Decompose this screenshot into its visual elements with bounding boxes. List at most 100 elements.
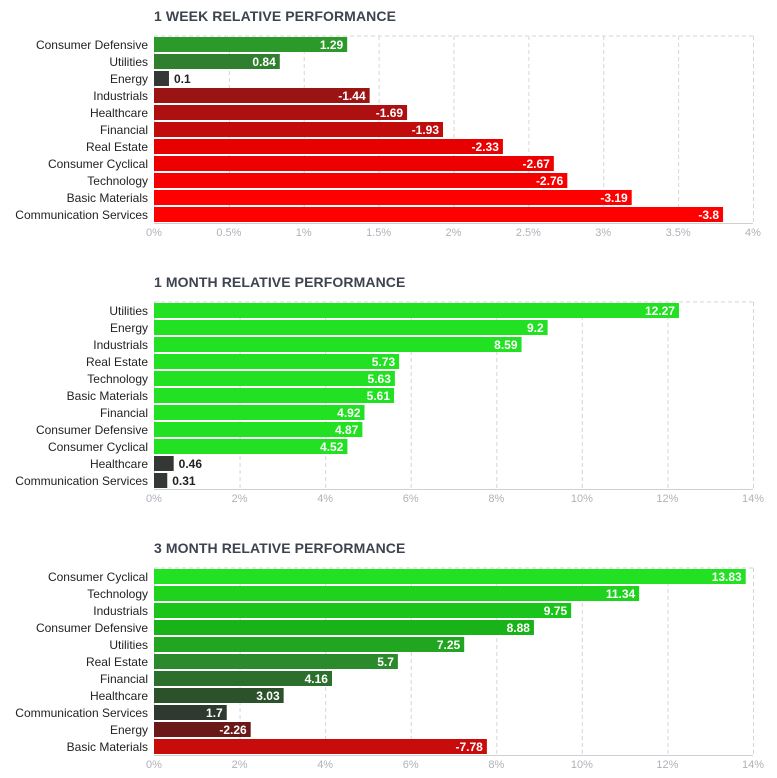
- bar: [154, 337, 522, 352]
- bar-chart: 0% 0.5% 1% 1.5% 2% 2.5% 3% 3.5% 4% Consumer Defen…: [15, 35, 761, 239]
- category-label: Communication Services: [15, 706, 148, 720]
- category-label: Healthcare: [90, 689, 148, 703]
- x-tick-label: 12%: [656, 759, 678, 771]
- bar: [154, 620, 534, 635]
- chart-title: 1 MONTH RELATIVE PERFORMANCE: [154, 274, 406, 290]
- category-label: Industrials: [93, 604, 148, 618]
- data-label: 8.88: [507, 621, 531, 635]
- data-label: 8.59: [494, 338, 518, 352]
- category-label: Utilities: [109, 638, 148, 652]
- bar: [154, 122, 444, 137]
- bar: [154, 705, 227, 720]
- category-label: Utilities: [109, 304, 148, 318]
- x-tick-label: 0%: [146, 759, 162, 771]
- category-label: Consumer Cyclical: [48, 157, 148, 171]
- x-tick-label: 0%: [146, 493, 162, 505]
- category-label: Basic Materials: [67, 191, 148, 205]
- data-label: 0.1: [174, 72, 191, 86]
- bar: [154, 688, 284, 703]
- data-label: 5.61: [367, 389, 391, 403]
- x-tick-label: 8%: [488, 759, 504, 771]
- bar: [154, 54, 280, 69]
- data-label: -2.33: [472, 140, 500, 154]
- category-label: Consumer Cyclical: [48, 570, 148, 584]
- category-label: Consumer Defensive: [36, 423, 148, 437]
- data-label: -2.67: [522, 157, 550, 171]
- bar: [154, 388, 395, 403]
- category-label: Real Estate: [86, 355, 148, 369]
- x-tick-label: 2%: [232, 759, 248, 771]
- bar: [154, 139, 503, 154]
- data-label: -3.8: [698, 208, 719, 222]
- data-label: 0.84: [252, 55, 276, 69]
- bar-chart: 0% 2% 4% 6% 8% 10% 12% 14% Utilities 12.27 Energy 9…: [15, 301, 764, 505]
- bar: [154, 569, 746, 584]
- data-label: -3.19: [600, 191, 628, 205]
- category-label: Basic Materials: [67, 389, 148, 403]
- x-tick-label: 4%: [317, 759, 333, 771]
- data-label: 5.73: [372, 355, 396, 369]
- x-tick-label: 1.5%: [366, 227, 391, 239]
- data-label: -2.76: [536, 174, 564, 188]
- bar: [154, 739, 487, 754]
- bar: [154, 439, 348, 454]
- category-label: Real Estate: [86, 655, 148, 669]
- data-label: 0.46: [179, 457, 203, 471]
- chart-title: 1 WEEK RELATIVE PERFORMANCE: [154, 8, 397, 24]
- data-label: -1.69: [376, 106, 404, 120]
- chart-panel-3-month: 3 MONTH RELATIVE PERFORMANCE 0% 2% 4% 6% 8% 1…: [0, 532, 777, 778]
- data-label: 5.63: [368, 372, 392, 386]
- bar: [154, 105, 408, 120]
- data-label: -7.78: [456, 740, 484, 754]
- bar-chart: 0% 2% 4% 6% 8% 10% 12% 14% Consumer Cyclical 13.8…: [15, 567, 764, 771]
- x-tick-label: 2%: [446, 227, 462, 239]
- data-label: 5.7: [377, 655, 394, 669]
- data-label: 9.75: [544, 604, 568, 618]
- bar: [154, 637, 465, 652]
- bar: [154, 586, 640, 601]
- category-label: Technology: [87, 587, 148, 601]
- x-tick-label: 14%: [742, 759, 764, 771]
- bar: [154, 37, 348, 52]
- bar: [154, 654, 398, 669]
- x-tick-label: 1%: [296, 227, 312, 239]
- x-tick-label: 4%: [317, 493, 333, 505]
- category-label: Energy: [110, 321, 148, 335]
- bar: [154, 405, 365, 420]
- category-label: Real Estate: [86, 140, 148, 154]
- category-label: Energy: [110, 723, 148, 737]
- category-label: Communication Services: [15, 474, 148, 488]
- data-label: 9.2: [527, 321, 544, 335]
- data-label: 4.87: [335, 423, 359, 437]
- bar: [154, 671, 332, 686]
- data-label: 13.83: [712, 570, 742, 584]
- bar: [154, 473, 168, 488]
- bar: [154, 303, 679, 318]
- x-tick-label: 8%: [488, 493, 504, 505]
- x-tick-label: 14%: [742, 493, 764, 505]
- category-label: Technology: [87, 372, 148, 386]
- category-label: Utilities: [109, 55, 148, 69]
- category-label: Energy: [110, 72, 148, 86]
- data-label: 7.25: [437, 638, 461, 652]
- data-label: -1.93: [412, 123, 440, 137]
- bar: [154, 190, 632, 205]
- category-label: Technology: [87, 174, 148, 188]
- data-label: 0.31: [172, 474, 196, 488]
- category-label: Industrials: [93, 89, 148, 103]
- bar: [154, 354, 400, 369]
- x-tick-label: 3.5%: [666, 227, 691, 239]
- x-tick-label: 10%: [571, 493, 593, 505]
- category-label: Financial: [100, 406, 148, 420]
- category-label: Industrials: [93, 338, 148, 352]
- bar: [154, 722, 251, 737]
- bar: [154, 71, 169, 86]
- x-tick-label: 0%: [146, 227, 162, 239]
- category-label: Healthcare: [90, 457, 148, 471]
- data-label: 1.7: [206, 706, 223, 720]
- category-label: Consumer Cyclical: [48, 440, 148, 454]
- data-label: -2.26: [219, 723, 247, 737]
- category-label: Healthcare: [90, 106, 148, 120]
- category-label: Basic Materials: [67, 740, 148, 754]
- bar: [154, 207, 724, 222]
